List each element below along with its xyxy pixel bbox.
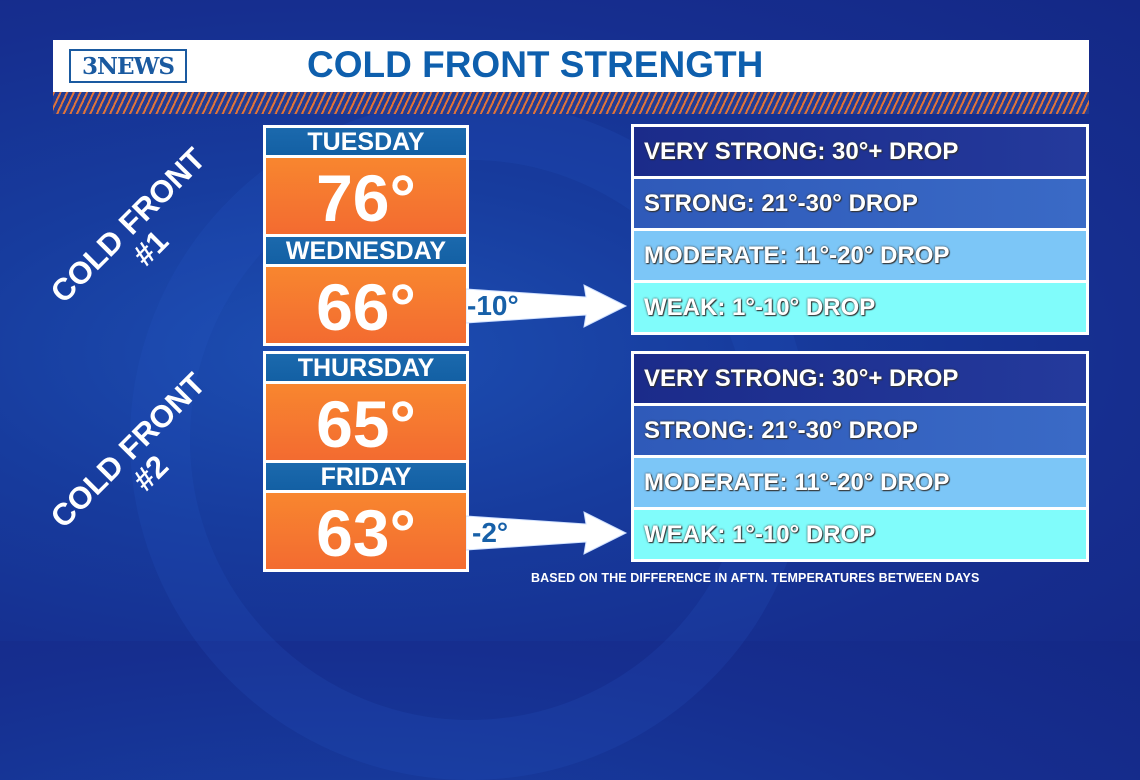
legend-row-moderate: MODERATE: 11°-20° DROP — [634, 231, 1086, 280]
front-1-day-box: TUESDAY 76° WEDNESDAY 66° — [263, 125, 469, 346]
legend-row-moderate: MODERATE: 11°-20° DROP — [634, 458, 1086, 507]
arrow-right-icon — [466, 284, 628, 328]
page-title: COLD FRONT STRENGTH — [307, 44, 764, 85]
temp-change-2: -2° — [472, 517, 509, 548]
header-hatch-stripe — [53, 92, 1089, 114]
day-name: THURSDAY — [266, 354, 466, 382]
legend-row-very-strong: VERY STRONG: 30°+ DROP — [634, 354, 1086, 403]
day-temp: 66° — [266, 267, 466, 344]
legend-row-very-strong: VERY STRONG: 30°+ DROP — [634, 127, 1086, 176]
strength-legend-1: VERY STRONG: 30°+ DROP STRONG: 21°-30° D… — [631, 124, 1089, 335]
day-temp: 63° — [266, 493, 466, 570]
front-2-day-box: THURSDAY 65° FRIDAY 63° — [263, 351, 469, 572]
strength-legend-2: VERY STRONG: 30°+ DROP STRONG: 21°-30° D… — [631, 351, 1089, 562]
footnote: BASED ON THE DIFFERENCE IN AFTN. TEMPERA… — [531, 571, 980, 585]
station-logo: 3NEWS — [69, 49, 187, 83]
day-temp: 76° — [266, 158, 466, 235]
day-name: TUESDAY — [266, 128, 466, 156]
legend-row-strong: STRONG: 21°-30° DROP — [634, 179, 1086, 228]
day-name: FRIDAY — [266, 463, 466, 491]
arrow-right-icon — [466, 511, 628, 555]
day-temp: 65° — [266, 384, 466, 461]
header-bar: 3NEWS COLD FRONT STRENGTH — [53, 40, 1089, 92]
day-name: WEDNESDAY — [266, 237, 466, 265]
legend-row-weak: WEAK: 1°-10° DROP — [634, 510, 1086, 559]
legend-row-strong: STRONG: 21°-30° DROP — [634, 406, 1086, 455]
legend-row-weak: WEAK: 1°-10° DROP — [634, 283, 1086, 332]
temp-change-1: -10° — [467, 290, 519, 321]
